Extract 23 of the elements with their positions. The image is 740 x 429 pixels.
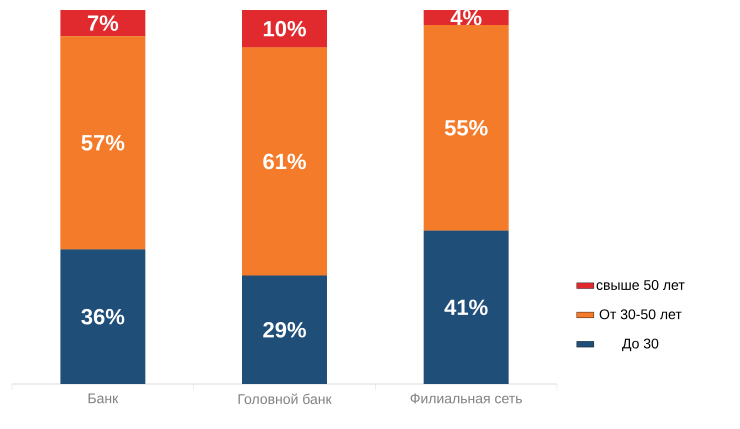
data-label: 29%	[263, 322, 306, 338]
legend-label: свыше 50 лет	[596, 280, 685, 290]
legend-label: От 30-50 лет	[600, 309, 682, 320]
legend-label: До 30	[622, 338, 658, 352]
data-label: 7%	[88, 15, 118, 31]
x-tick-label: Филиальная сеть	[410, 394, 522, 404]
data-label: 55%	[444, 120, 488, 136]
data-label: 36%	[81, 308, 124, 324]
bar	[424, 24, 509, 231]
bar	[242, 276, 327, 384]
x-tick-label: Банк	[88, 394, 118, 404]
bar	[424, 230, 509, 384]
data-label: 61%	[263, 154, 306, 170]
x-tick-label: Головной банк	[238, 394, 332, 404]
data-label: 10%	[264, 20, 306, 36]
bar	[60, 249, 146, 384]
data-label: 57%	[81, 135, 124, 151]
bar	[60, 10, 146, 36]
data-label: 4%	[450, 10, 482, 26]
bar	[242, 47, 327, 276]
bar	[242, 10, 327, 48]
data-label: 41%	[444, 300, 488, 316]
bar	[60, 36, 146, 250]
